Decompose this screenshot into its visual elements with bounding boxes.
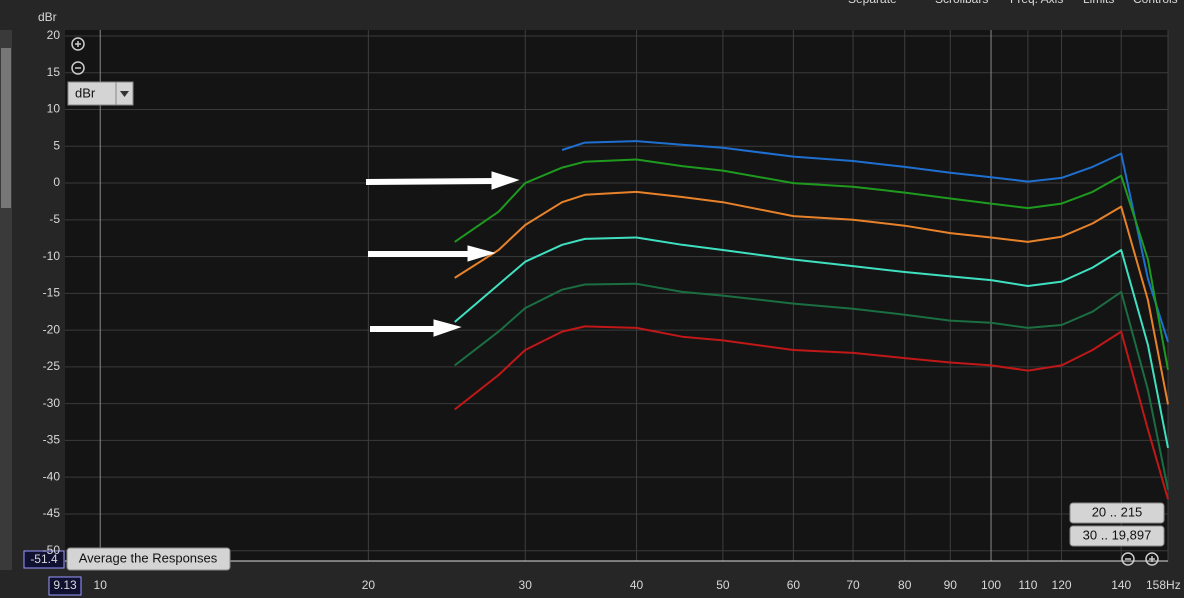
average-button[interactable]: Average the Responses <box>66 547 231 571</box>
series-line <box>454 158 1169 370</box>
range-label: 30 .. 19,897 <box>1083 527 1152 542</box>
series-line <box>561 140 1169 343</box>
unit-select[interactable]: dBr <box>67 81 134 106</box>
y-tick-label: 10 <box>47 102 61 116</box>
menu-item: Scrollbars <box>935 0 988 6</box>
y-tick-label: -10 <box>43 249 61 263</box>
x-tick-label: 80 <box>898 578 912 592</box>
unit-label: dBr <box>75 85 96 100</box>
x-tick-label: 140 <box>1111 578 1131 592</box>
y-tick-label: 5 <box>53 138 60 152</box>
x-min-box[interactable] <box>48 576 82 596</box>
series-line <box>454 190 1169 405</box>
y-tick-label: -40 <box>43 469 61 483</box>
x-tick-label: 10 <box>94 578 108 592</box>
series-line <box>454 282 1169 490</box>
menu-item: Controls <box>1133 0 1178 6</box>
x-tick-label: 50 <box>716 578 730 592</box>
arrowhead <box>467 245 496 262</box>
zoom-controls[interactable] <box>71 37 1159 566</box>
y-tick-label: -30 <box>43 396 61 410</box>
y-axis-label: dBr <box>38 10 57 24</box>
lines <box>454 140 1169 500</box>
arrow <box>365 178 497 185</box>
arrowhead <box>433 319 462 337</box>
y-tick-label: 20 <box>47 28 61 42</box>
y-min: -51.4 <box>30 552 58 566</box>
arrowhead <box>491 171 520 190</box>
x-tick-label: 60 <box>787 578 801 592</box>
menu: Separate Scrollbars Freq. Axis Limits Contro… <box>848 0 1178 6</box>
zoom-out-x[interactable] <box>1121 552 1135 566</box>
x-min: 9.13 <box>53 578 77 592</box>
range-button[interactable]: 30 .. 19,897 <box>1069 525 1165 547</box>
y-tick-label: -45 <box>43 506 61 520</box>
zoom-out[interactable] <box>71 61 85 75</box>
grid <box>65 30 1169 562</box>
range-label: 20 .. 215 <box>1092 504 1143 519</box>
series-line <box>454 325 1169 500</box>
x-tick-label: 158Hz <box>1146 578 1181 592</box>
menu-item: Freq. Axis <box>1010 0 1063 6</box>
y-tick-label: 0 <box>53 175 60 189</box>
menu-item: Separate <box>848 0 897 6</box>
x-tick-label: 100 <box>981 578 1001 592</box>
series-line <box>454 236 1169 448</box>
zoom-in[interactable] <box>71 37 85 51</box>
x-tick-label: 70 <box>846 578 860 592</box>
y-min-box[interactable] <box>23 550 65 569</box>
x-tick-label: 120 <box>1052 578 1072 592</box>
arrows <box>365 171 520 337</box>
range-button[interactable]: 20 .. 215 <box>1069 502 1165 524</box>
y-tick-label: -15 <box>43 286 61 300</box>
zoom-in-x[interactable] <box>1145 552 1159 566</box>
menu-item: Limits <box>1083 0 1114 6</box>
y-tick-label: -35 <box>43 433 61 447</box>
scroll-thumb[interactable] <box>1 48 11 208</box>
average-label: Average the Responses <box>79 550 218 565</box>
y-tick-label: -5 <box>49 212 60 226</box>
y-tick-label: 15 <box>47 65 61 79</box>
plot-area <box>65 30 1168 561</box>
x-tick-label: 30 <box>519 578 533 592</box>
y-tick-label: -50 <box>43 543 61 557</box>
x-tick-label: 110 <box>1018 578 1037 592</box>
y-tick-label: -20 <box>43 322 61 336</box>
x-tick-label: 20 <box>362 578 376 592</box>
x-tick-label: 90 <box>944 578 958 592</box>
y-tick-label: -25 <box>43 359 61 373</box>
x-tick-label: 40 <box>630 578 644 592</box>
